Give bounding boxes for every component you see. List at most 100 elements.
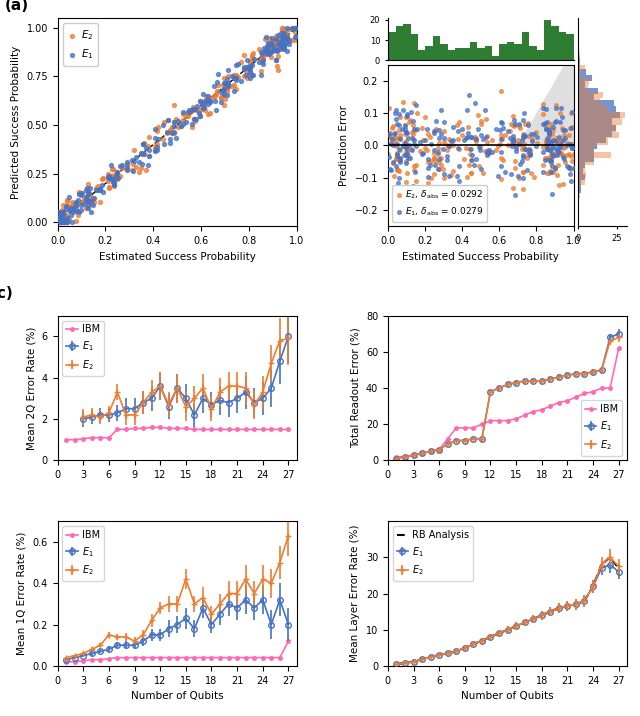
$E_2$, $\delta_{\mathrm{abs}}$ = 0.0292 [545,149,556,160]
$E_1$ [56,206,67,218]
$E_2$ [95,183,106,194]
$E_1$, $\delta_{\mathrm{abs}}$ = 0.0279 [540,154,550,165]
$E_2$, $\delta_{\mathrm{abs}}$ = 0.0292 [552,159,563,170]
IBM [470,424,477,432]
$E_2$ [61,217,72,228]
$E_2$ [245,64,255,76]
Bar [463,48,470,60]
$E_1$ [93,185,104,196]
$E_2$ [220,93,230,105]
$E_1$, $\delta_{\mathrm{abs}}$ = 0.0279 [476,163,486,175]
$E_1$, $\delta_{\mathrm{abs}}$ = 0.0279 [552,150,563,161]
$E_1$, $\delta_{\mathrm{abs}}$ = 0.0279 [557,134,568,145]
$E_2$, $\delta_{\mathrm{abs}}$ = 0.0292 [409,165,419,176]
$E_2$, $\delta_{\mathrm{abs}}$ = 0.0292 [433,163,444,175]
Bar [426,47,433,60]
$E_2$ [54,217,65,228]
IBM [555,398,563,407]
$E_2$, $\delta_{\mathrm{abs}}$ = 0.0292 [544,145,554,156]
$E_1$, $\delta_{\mathrm{abs}}$ = 0.0279 [402,108,412,120]
$E_2$ [218,90,228,102]
$E_1$ [260,45,271,57]
$E_2$, $\delta_{\mathrm{abs}}$ = 0.0292 [446,169,456,180]
$E_2$ [88,193,98,205]
IBM [495,416,503,425]
$E_2$ [107,163,117,174]
$E_1$, $\delta_{\mathrm{abs}}$ = 0.0279 [559,124,570,135]
$E_1$ [205,97,215,108]
$E_1$ [83,203,93,214]
$E_2$ [220,100,230,111]
$E_1$ [248,69,258,80]
$E_1$, $\delta_{\mathrm{abs}}$ = 0.0279 [433,163,443,174]
IBM [148,423,156,432]
$E_1$ [122,165,132,176]
$E_2$ [81,202,91,213]
$E_2$ [278,22,288,34]
Legend: IBM, $E_1$, $E_2$: IBM, $E_1$, $E_2$ [63,526,104,581]
$E_1$ [287,24,298,35]
$E_1$ [90,184,100,195]
Bar [579,143,597,150]
$E_1$, $\delta_{\mathrm{abs}}$ = 0.0279 [400,119,410,130]
$E_1$, $\delta_{\mathrm{abs}}$ = 0.0279 [545,155,556,166]
$E_2$, $\delta_{\mathrm{abs}}$ = 0.0292 [439,172,449,183]
Bar [579,145,594,152]
$E_1$, $\delta_{\mathrm{abs}}$ = 0.0279 [407,132,417,144]
$E_2$, $\delta_{\mathrm{abs}}$ = 0.0292 [508,183,518,194]
$E_2$ [230,83,241,95]
$E_2$ [67,200,77,211]
$E_2$ [104,181,114,193]
$E_2$, $\delta_{\mathrm{abs}}$ = 0.0292 [497,134,507,145]
Y-axis label: Predicted Success Probability: Predicted Success Probability [11,46,20,199]
$E_2$ [64,201,74,213]
$E_1$, $\delta_{\mathrm{abs}}$ = 0.0279 [444,140,454,152]
$E_2$ [55,209,65,221]
$E_1$, $\delta_{\mathrm{abs}}$ = 0.0279 [508,133,518,145]
$E_2$, $\delta_{\mathrm{abs}}$ = 0.0292 [474,160,484,172]
Text: (a): (a) [5,0,29,13]
$E_1$ [244,63,254,74]
IBM [427,447,435,455]
$E_2$ [84,191,94,203]
$E_1$, $\delta_{\mathrm{abs}}$ = 0.0279 [390,113,401,125]
IBM [233,653,241,662]
$E_2$, $\delta_{\mathrm{abs}}$ = 0.0292 [541,135,551,146]
$E_1$, $\delta_{\mathrm{abs}}$ = 0.0279 [559,153,569,165]
$E_1$, $\delta_{\mathrm{abs}}$ = 0.0279 [525,150,535,161]
$E_2$, $\delta_{\mathrm{abs}}$ = 0.0292 [543,144,553,155]
$E_1$, $\delta_{\mathrm{abs}}$ = 0.0279 [543,137,553,148]
$E_1$, $\delta_{\mathrm{abs}}$ = 0.0279 [527,135,537,147]
IBM [165,424,173,432]
$E_1$ [164,137,175,148]
$E_2$ [108,173,118,184]
$E_2$, $\delta_{\mathrm{abs}}$ = 0.0292 [461,142,472,153]
$E_2$, $\delta_{\mathrm{abs}}$ = 0.0292 [508,120,518,132]
$E_2$, $\delta_{\mathrm{abs}}$ = 0.0292 [390,132,400,144]
$E_2$ [104,172,115,183]
$E_2$ [84,190,94,201]
$E_1$ [282,23,292,34]
$E_1$, $\delta_{\mathrm{abs}}$ = 0.0279 [417,147,428,159]
$E_2$ [279,42,289,54]
$E_2$, $\delta_{\mathrm{abs}}$ = 0.0292 [470,133,481,145]
$E_1$ [76,204,86,216]
IBM [418,449,426,458]
IBM [88,433,95,442]
$E_1$ [173,115,183,127]
$E_1$, $\delta_{\mathrm{abs}}$ = 0.0279 [384,151,394,163]
$E_1$, $\delta_{\mathrm{abs}}$ = 0.0279 [545,144,555,155]
$E_1$, $\delta_{\mathrm{abs}}$ = 0.0279 [508,114,518,125]
$E_1$ [271,44,281,56]
$E_1$, $\delta_{\mathrm{abs}}$ = 0.0279 [425,159,435,170]
$E_1$ [79,198,90,209]
Line: RB Analysis: RB Analysis [396,557,619,664]
$E_1$ [287,22,297,34]
$E_2$ [223,80,233,92]
$E_1$, $\delta_{\mathrm{abs}}$ = 0.0279 [483,149,493,160]
$E_1$ [232,59,243,70]
$E_1$ [231,73,241,84]
IBM [165,653,173,662]
$E_1$ [165,134,175,145]
IBM [62,435,70,444]
